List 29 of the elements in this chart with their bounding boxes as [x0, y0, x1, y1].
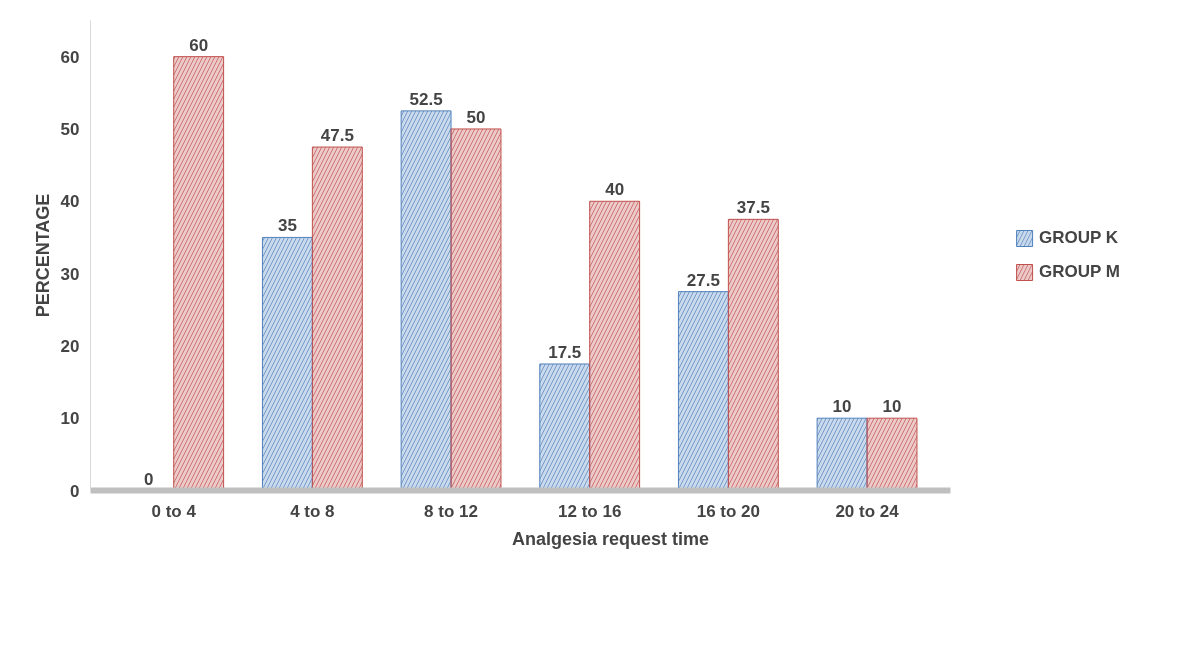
x-tick-label: 0 to 4 — [151, 501, 197, 521]
data-label: 52.5 — [409, 89, 443, 109]
data-label: 0 — [144, 469, 154, 489]
y-tick-label: 50 — [60, 119, 80, 139]
y-tick-label: 40 — [60, 192, 80, 212]
data-label: 10 — [882, 397, 902, 417]
data-label: 47.5 — [320, 126, 354, 146]
data-label: 60 — [189, 35, 209, 55]
data-label: 10 — [832, 397, 852, 417]
y-tick-label: 10 — [60, 409, 80, 429]
y-tick-label: 20 — [60, 336, 80, 356]
x-tick-label: 20 to 24 — [835, 501, 900, 521]
x-tick-label: 4 to 8 — [290, 501, 335, 521]
x-tick-label: 16 to 20 — [696, 501, 761, 521]
x-tick-label: 8 to 12 — [424, 501, 478, 521]
data-label: 40 — [605, 180, 625, 200]
legend-label: GROUP M — [1039, 262, 1120, 282]
data-label: 37.5 — [736, 198, 770, 218]
y-tick-label: 0 — [70, 481, 80, 501]
x-tick-label: 12 to 16 — [558, 501, 622, 521]
data-label: 35 — [277, 216, 297, 236]
data-label: 27.5 — [686, 270, 720, 290]
data-label: 17.5 — [548, 342, 582, 362]
y-tick-label: 60 — [60, 47, 80, 67]
y-axis-title: PERCENTAGE — [32, 193, 53, 318]
legend-label: GROUP K — [1039, 228, 1119, 248]
y-tick-label: 30 — [60, 264, 80, 284]
data-label: 50 — [466, 107, 486, 127]
x-axis-title: Analgesia request time — [511, 528, 710, 549]
